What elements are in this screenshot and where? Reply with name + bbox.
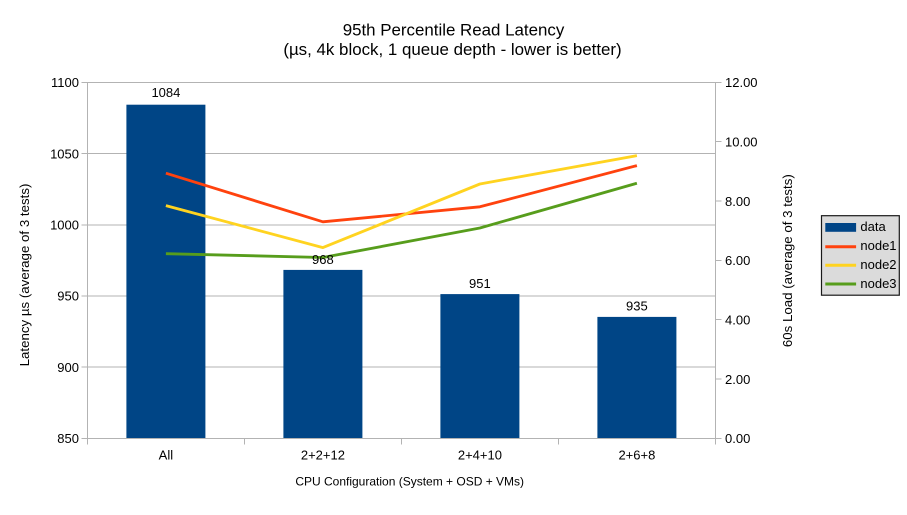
svg-text:1000: 1000	[50, 218, 79, 233]
svg-text:12.00: 12.00	[725, 75, 758, 90]
svg-text:95th Percentile Read Latency: 95th Percentile Read Latency	[343, 20, 565, 39]
svg-text:968: 968	[312, 252, 334, 267]
svg-text:1050: 1050	[50, 146, 79, 161]
svg-text:8.00: 8.00	[725, 194, 750, 209]
svg-text:node1: node1	[860, 238, 896, 253]
svg-text:10.00: 10.00	[725, 134, 758, 149]
svg-text:Latency µs (average of 3 tests: Latency µs (average of 3 tests)	[17, 184, 32, 367]
svg-text:935: 935	[626, 299, 648, 314]
svg-text:950: 950	[57, 289, 79, 304]
svg-text:node3: node3	[860, 276, 896, 291]
svg-text:CPU Configuration (System + OS: CPU Configuration (System + OSD + VMs)	[295, 475, 524, 489]
svg-text:2+4+10: 2+4+10	[458, 448, 502, 463]
svg-text:All: All	[159, 448, 174, 463]
svg-text:60s Load (average of 3 tests): 60s Load (average of 3 tests)	[780, 174, 795, 347]
svg-text:(µs, 4k block, 1 queue depth -: (µs, 4k block, 1 queue depth - lower is …	[283, 40, 621, 59]
svg-text:2.00: 2.00	[725, 372, 750, 387]
svg-text:4.00: 4.00	[725, 312, 750, 327]
svg-text:1100: 1100	[51, 75, 79, 90]
svg-text:6.00: 6.00	[725, 253, 750, 268]
svg-text:2+2+12: 2+2+12	[301, 448, 345, 463]
svg-text:node2: node2	[860, 257, 896, 272]
svg-text:1084: 1084	[151, 85, 180, 100]
svg-text:850: 850	[57, 431, 79, 446]
svg-text:900: 900	[57, 360, 79, 375]
svg-text:951: 951	[469, 276, 491, 291]
svg-text:0.00: 0.00	[725, 431, 750, 446]
svg-text:data: data	[860, 219, 886, 234]
svg-text:2+6+8: 2+6+8	[618, 448, 655, 463]
